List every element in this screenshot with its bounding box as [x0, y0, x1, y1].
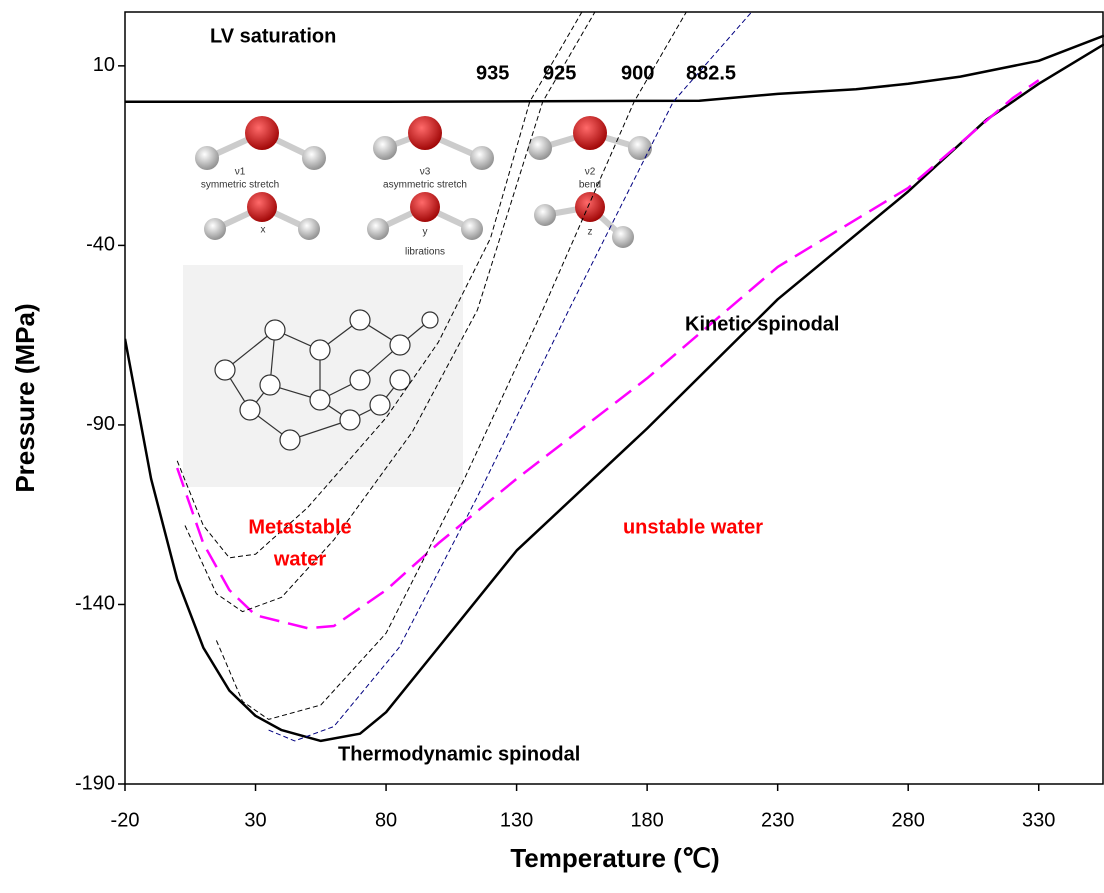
y-tick-label: -140	[75, 593, 115, 615]
inset-label: ν1	[235, 167, 246, 178]
y-tick-label: -190	[75, 772, 115, 794]
x-tick-label: -20	[111, 809, 140, 831]
inset-label: ν3	[420, 167, 431, 178]
x-tick-label: 230	[761, 809, 794, 831]
y-tick-label: -90	[86, 413, 115, 435]
inset-label: asymmetric stretch	[383, 180, 467, 191]
molecule	[367, 192, 483, 240]
series-label: LV saturation	[210, 25, 336, 47]
y-tick-label: 10	[93, 54, 115, 76]
molecule	[528, 116, 652, 160]
molecule	[373, 116, 494, 170]
x-axis-title: Temperature (℃)	[510, 843, 719, 873]
molecule	[195, 116, 326, 170]
inset-label: z	[588, 227, 593, 238]
plot-frame	[124, 11, 1104, 785]
series-label: 900	[621, 62, 654, 84]
inset-label: ν2	[585, 167, 596, 178]
x-tick-label: 130	[500, 809, 533, 831]
inset	[183, 116, 652, 487]
x-tick-label: 330	[1022, 809, 1055, 831]
x-tick-label: 30	[244, 809, 266, 831]
series-line	[176, 79, 1040, 630]
annotation: Metastable	[248, 516, 351, 538]
inset-label: bend	[579, 180, 601, 191]
series-line	[184, 12, 596, 613]
series-label: 882.5	[686, 62, 736, 84]
plot-area	[125, 12, 1104, 743]
series-line	[125, 43, 1104, 743]
x-tick-label: 180	[630, 809, 663, 831]
y-tick-label: -40	[86, 234, 115, 256]
molecule	[204, 192, 320, 240]
series-label: 935	[476, 62, 509, 84]
inset-label: librations	[405, 247, 445, 258]
series-line	[268, 12, 752, 742]
series-label: 925	[543, 62, 576, 84]
inset-label: y	[423, 227, 428, 238]
inset-label: x	[261, 225, 266, 236]
inset-label: symmetric stretch	[201, 180, 279, 191]
annotation: unstable water	[623, 516, 763, 538]
y-axis-title: Pressure (MPa)	[10, 303, 40, 492]
molecule	[534, 192, 634, 248]
series-label: Thermodynamic spinodal	[338, 743, 580, 765]
series-label: Kinetic spinodal	[685, 313, 839, 335]
network-sketch	[183, 265, 463, 487]
series-line	[176, 12, 583, 559]
series-line	[215, 12, 687, 720]
series-layer	[125, 12, 1104, 743]
x-tick-label: 80	[375, 809, 397, 831]
x-tick-label: 280	[892, 809, 925, 831]
series-line	[125, 34, 1104, 104]
annotation: water	[273, 548, 326, 570]
